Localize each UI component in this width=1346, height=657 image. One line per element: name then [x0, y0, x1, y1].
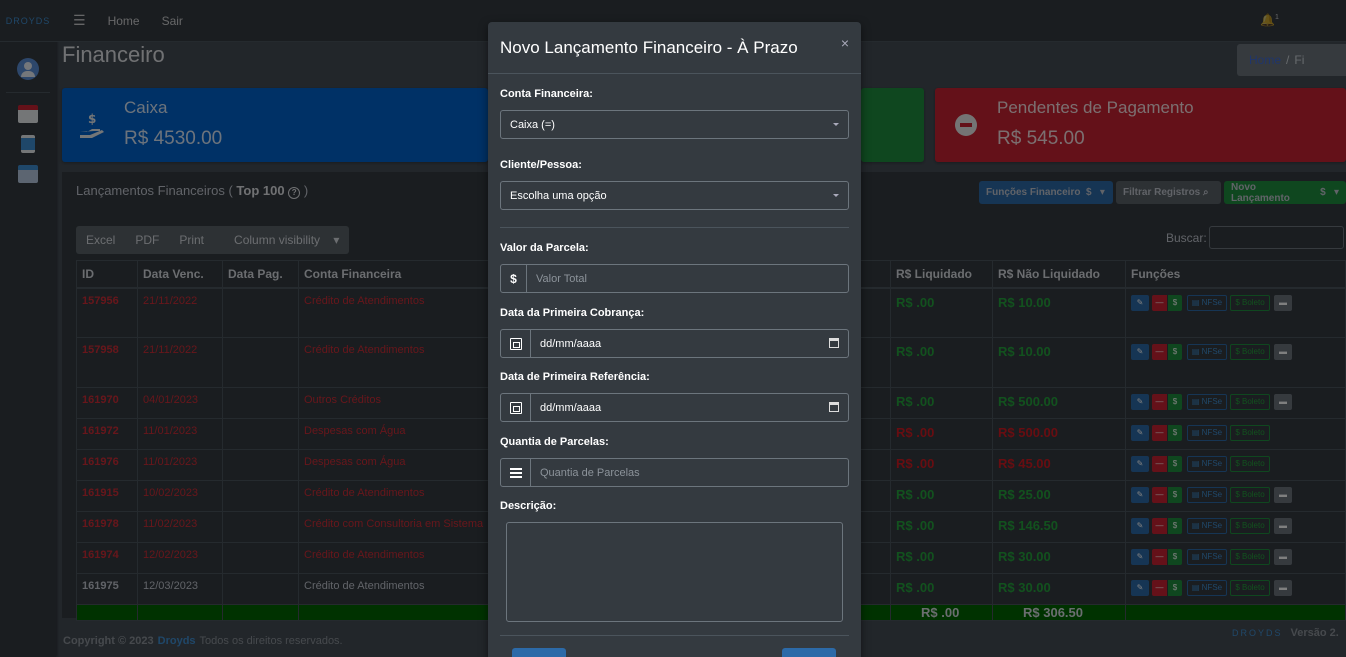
descricao-textarea[interactable]	[506, 522, 843, 622]
modal-title: Novo Lançamento Financeiro - À Prazo	[500, 37, 798, 57]
save-button[interactable]	[782, 648, 836, 657]
calendar-icon	[509, 401, 522, 414]
chevron-down-icon	[833, 123, 839, 126]
data-referencia-label: Data de Primeira Referência:	[500, 371, 650, 383]
novo-lancamento-modal: Novo Lançamento Financeiro - À Prazo × C…	[488, 22, 861, 657]
quantia-parcelas-input[interactable]: Quantia de Parcelas	[540, 466, 640, 479]
list-icon	[509, 467, 522, 478]
date-picker-icon[interactable]	[829, 402, 839, 412]
modal-footer-divider	[500, 635, 849, 636]
dollar-icon: $	[501, 265, 527, 292]
data-cobranca-field[interactable]: dd/mm/aaaa	[500, 329, 849, 358]
conta-financeira-label: Conta Financeira:	[500, 88, 593, 100]
data-referencia-input[interactable]: dd/mm/aaaa	[540, 401, 602, 414]
data-cobranca-input[interactable]: dd/mm/aaaa	[540, 337, 602, 350]
data-referencia-field[interactable]: dd/mm/aaaa	[500, 393, 849, 422]
calendar-icon	[509, 337, 522, 350]
cliente-pessoa-label: Cliente/Pessoa:	[500, 159, 582, 171]
data-cobranca-label: Data da Primeira Cobrança:	[500, 307, 645, 319]
cancel-button[interactable]	[512, 648, 566, 657]
valor-parcela-field[interactable]: $ Valor Total	[500, 264, 849, 293]
cliente-pessoa-select[interactable]: Escolha uma opção	[500, 181, 849, 210]
conta-financeira-select[interactable]: Caixa (=)	[500, 110, 849, 139]
modal-divider	[500, 227, 849, 228]
date-picker-icon[interactable]	[829, 338, 839, 348]
quantia-parcelas-label: Quantia de Parcelas:	[500, 436, 609, 448]
descricao-label: Descrição:	[500, 500, 557, 512]
quantia-parcelas-field[interactable]: Quantia de Parcelas	[500, 458, 849, 487]
valor-parcela-label: Valor da Parcela:	[500, 242, 589, 254]
chevron-down-icon	[833, 194, 839, 197]
close-icon[interactable]: ×	[840, 35, 849, 51]
valor-parcela-input[interactable]: Valor Total	[536, 272, 587, 285]
